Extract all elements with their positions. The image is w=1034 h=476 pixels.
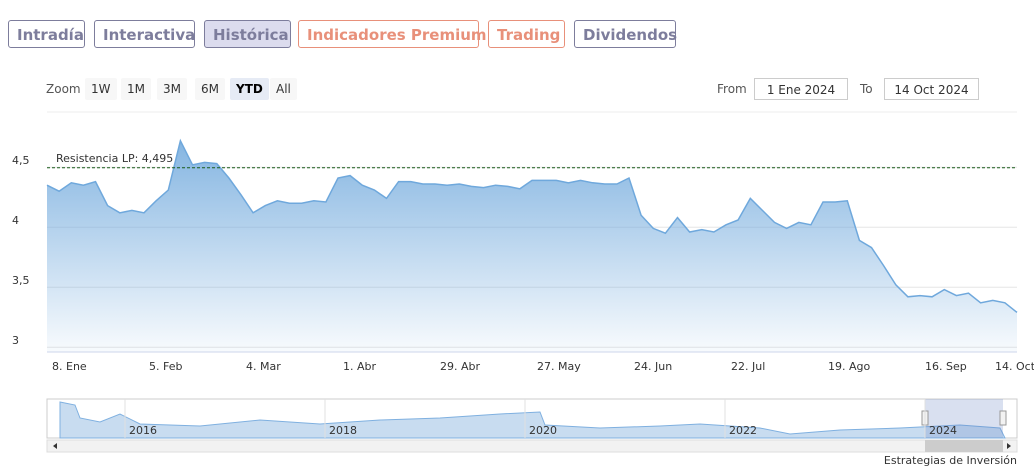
tab[interactable]: Histórica bbox=[204, 20, 291, 48]
tab[interactable]: Dividendos bbox=[574, 20, 677, 48]
x-tick-label: 8. Ene bbox=[52, 360, 87, 373]
zoom-button[interactable]: 1M bbox=[121, 78, 151, 100]
y-tick-label: 3 bbox=[12, 334, 19, 347]
scrollbar[interactable] bbox=[46, 439, 1018, 453]
navigator-handle[interactable] bbox=[999, 410, 1007, 426]
line bbox=[46, 138, 1018, 313]
to-label: To bbox=[860, 82, 873, 96]
zoom-label: Zoom bbox=[46, 82, 81, 96]
x-tick-label: 27. May bbox=[537, 360, 581, 373]
tab[interactable]: Indicadores Premium bbox=[298, 20, 487, 48]
to-input[interactable]: 14 Oct 2024 bbox=[884, 78, 979, 100]
zoom-button[interactable]: YTD bbox=[230, 78, 269, 100]
x-tick-label: 14. Oct bbox=[995, 360, 1034, 373]
from-label: From bbox=[717, 82, 747, 96]
tab[interactable]: Trading bbox=[488, 20, 565, 48]
zoom-button[interactable]: 1W bbox=[85, 78, 117, 100]
x-tick-label: 5. Feb bbox=[149, 360, 182, 373]
y-tick-label: 3,5 bbox=[12, 274, 30, 287]
footer: Estrategias de Inversión bbox=[884, 454, 1017, 467]
annotation-label: Resistencia LP: 4,495 bbox=[56, 152, 173, 165]
navigator-series bbox=[59, 401, 1006, 439]
x-tick-label: 16. Sep bbox=[925, 360, 967, 373]
tab[interactable]: Interactiva bbox=[94, 20, 195, 48]
y-tick-label: 4 bbox=[12, 214, 19, 227]
navigator-label: 2024 bbox=[929, 424, 957, 437]
scrollbar-thumb[interactable] bbox=[925, 440, 1003, 452]
x-tick-label: 24. Jun bbox=[634, 360, 672, 373]
area bbox=[47, 140, 1017, 352]
x-tick-label: 1. Abr bbox=[343, 360, 376, 373]
zoom-button[interactable]: 3M bbox=[157, 78, 187, 100]
tab[interactable]: Intradía bbox=[8, 20, 85, 48]
zoom-button[interactable]: 6M bbox=[195, 78, 225, 100]
navigator-label: 2016 bbox=[129, 424, 157, 437]
from-input[interactable]: 1 Ene 2024 bbox=[754, 78, 848, 100]
x-tick-label: 4. Mar bbox=[246, 360, 281, 373]
navigator-label: 2020 bbox=[529, 424, 557, 437]
navigator-label: 2018 bbox=[329, 424, 357, 437]
x-tick-label: 19. Ago bbox=[828, 360, 870, 373]
y-tick-label: 4,5 bbox=[12, 154, 30, 167]
x-tick-label: 29. Abr bbox=[440, 360, 480, 373]
navigator-selection[interactable] bbox=[925, 399, 1003, 438]
zoom-button[interactable]: All bbox=[270, 78, 297, 100]
x-tick-label: 22. Jul bbox=[731, 360, 765, 373]
navigator-label: 2022 bbox=[729, 424, 757, 437]
